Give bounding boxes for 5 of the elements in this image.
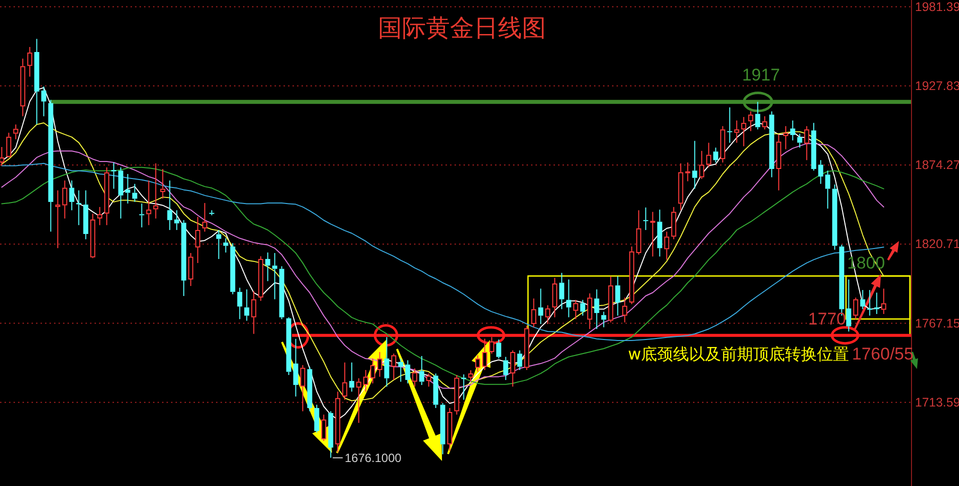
- annotation: 1676.1000: [344, 450, 402, 465]
- ref-line-label: 1917: [742, 65, 780, 84]
- title: 国际黄金日线图: [378, 14, 546, 42]
- annotation: 1770: [808, 310, 846, 328]
- annotation: w底颈线以及前期顶底转换位置: [628, 344, 850, 364]
